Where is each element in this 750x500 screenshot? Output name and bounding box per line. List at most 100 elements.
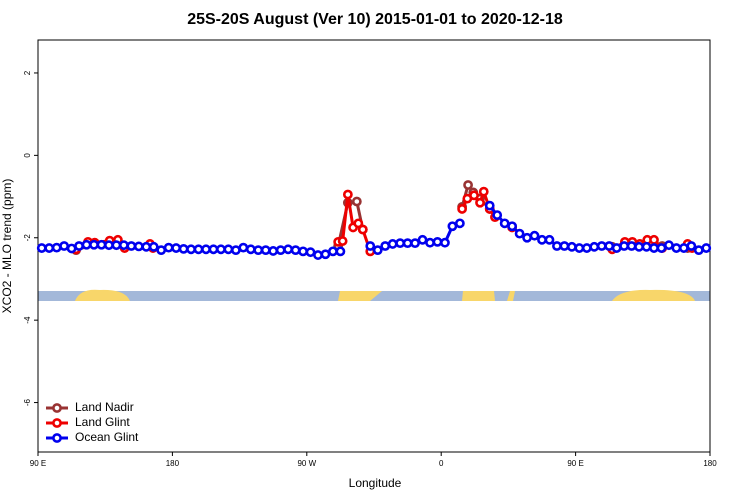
point [238, 242, 249, 253]
y-tick-label: -4 [23, 316, 32, 324]
point [475, 197, 485, 208]
point [664, 240, 674, 251]
point [268, 246, 279, 256]
land-strip [462, 291, 495, 301]
point [447, 221, 458, 232]
point [649, 234, 659, 245]
point [372, 245, 383, 256]
point [552, 241, 562, 251]
point [253, 245, 264, 256]
point [641, 241, 652, 252]
point [357, 224, 368, 235]
point [36, 243, 47, 253]
point [81, 239, 92, 250]
point [559, 241, 570, 251]
point [454, 218, 465, 229]
point [51, 242, 62, 253]
x-tick-label: 180 [166, 459, 180, 468]
point [298, 246, 308, 257]
point [701, 243, 712, 253]
point [365, 241, 376, 251]
point [283, 244, 294, 255]
point [402, 238, 413, 249]
point [611, 243, 622, 253]
x-tick-label: 90 W [297, 459, 316, 468]
point [380, 241, 391, 251]
point [351, 196, 362, 207]
point [208, 244, 219, 255]
legend-marker [52, 403, 62, 413]
point [469, 190, 479, 201]
point [693, 245, 704, 256]
point [126, 241, 137, 251]
point [626, 241, 637, 251]
point [604, 241, 615, 251]
point [290, 245, 301, 256]
point [230, 245, 241, 256]
point [432, 236, 443, 247]
chart-title: 25S-20S August (Ver 10) 2015-01-01 to 20… [187, 11, 563, 28]
point [566, 241, 577, 252]
x-axis-label: Longitude [349, 476, 402, 490]
point [492, 210, 503, 220]
point [507, 221, 518, 232]
point [193, 244, 204, 255]
legend-marker [52, 418, 62, 428]
x-tick-label: 90 E [30, 459, 46, 468]
point [111, 240, 122, 251]
point [574, 243, 585, 253]
point [457, 204, 468, 214]
point [74, 241, 84, 251]
point [335, 246, 346, 257]
point [395, 238, 406, 249]
point [216, 244, 226, 255]
land-strip [612, 289, 695, 301]
legend-label: Ocean Glint [75, 430, 139, 444]
point [484, 200, 495, 211]
point [59, 241, 70, 251]
point [201, 244, 211, 255]
point [387, 239, 398, 249]
point [66, 243, 77, 254]
point [313, 250, 323, 260]
point [544, 234, 555, 245]
point [353, 218, 364, 229]
point [118, 240, 129, 251]
point [589, 241, 600, 252]
point [245, 244, 256, 255]
legend-label: Land Nadir [75, 400, 134, 414]
point [178, 243, 189, 254]
y-tick-label: -6 [23, 398, 32, 406]
land-strip [75, 289, 130, 301]
point [320, 249, 331, 260]
point [141, 241, 152, 252]
point [499, 218, 510, 229]
point [328, 246, 338, 257]
point [410, 238, 420, 249]
point [44, 243, 55, 253]
point [581, 243, 592, 253]
point [156, 245, 167, 256]
point [223, 244, 234, 255]
series [36, 200, 712, 260]
point [596, 241, 607, 251]
point [634, 241, 644, 252]
land-strip [338, 291, 382, 301]
point [337, 236, 348, 246]
x-tick-label: 0 [439, 459, 444, 468]
land-mask [38, 289, 710, 301]
point [529, 230, 540, 241]
point [148, 241, 159, 252]
point [133, 241, 144, 252]
land-strip [507, 291, 515, 301]
point [649, 243, 659, 253]
point [619, 241, 630, 251]
point [305, 247, 316, 258]
point [514, 228, 525, 239]
point [89, 239, 99, 250]
point [104, 240, 114, 251]
y-tick-label: 2 [23, 70, 32, 75]
point [671, 243, 682, 253]
y-axis-label: XCO2 - MLO trend (ppm) [0, 179, 14, 314]
